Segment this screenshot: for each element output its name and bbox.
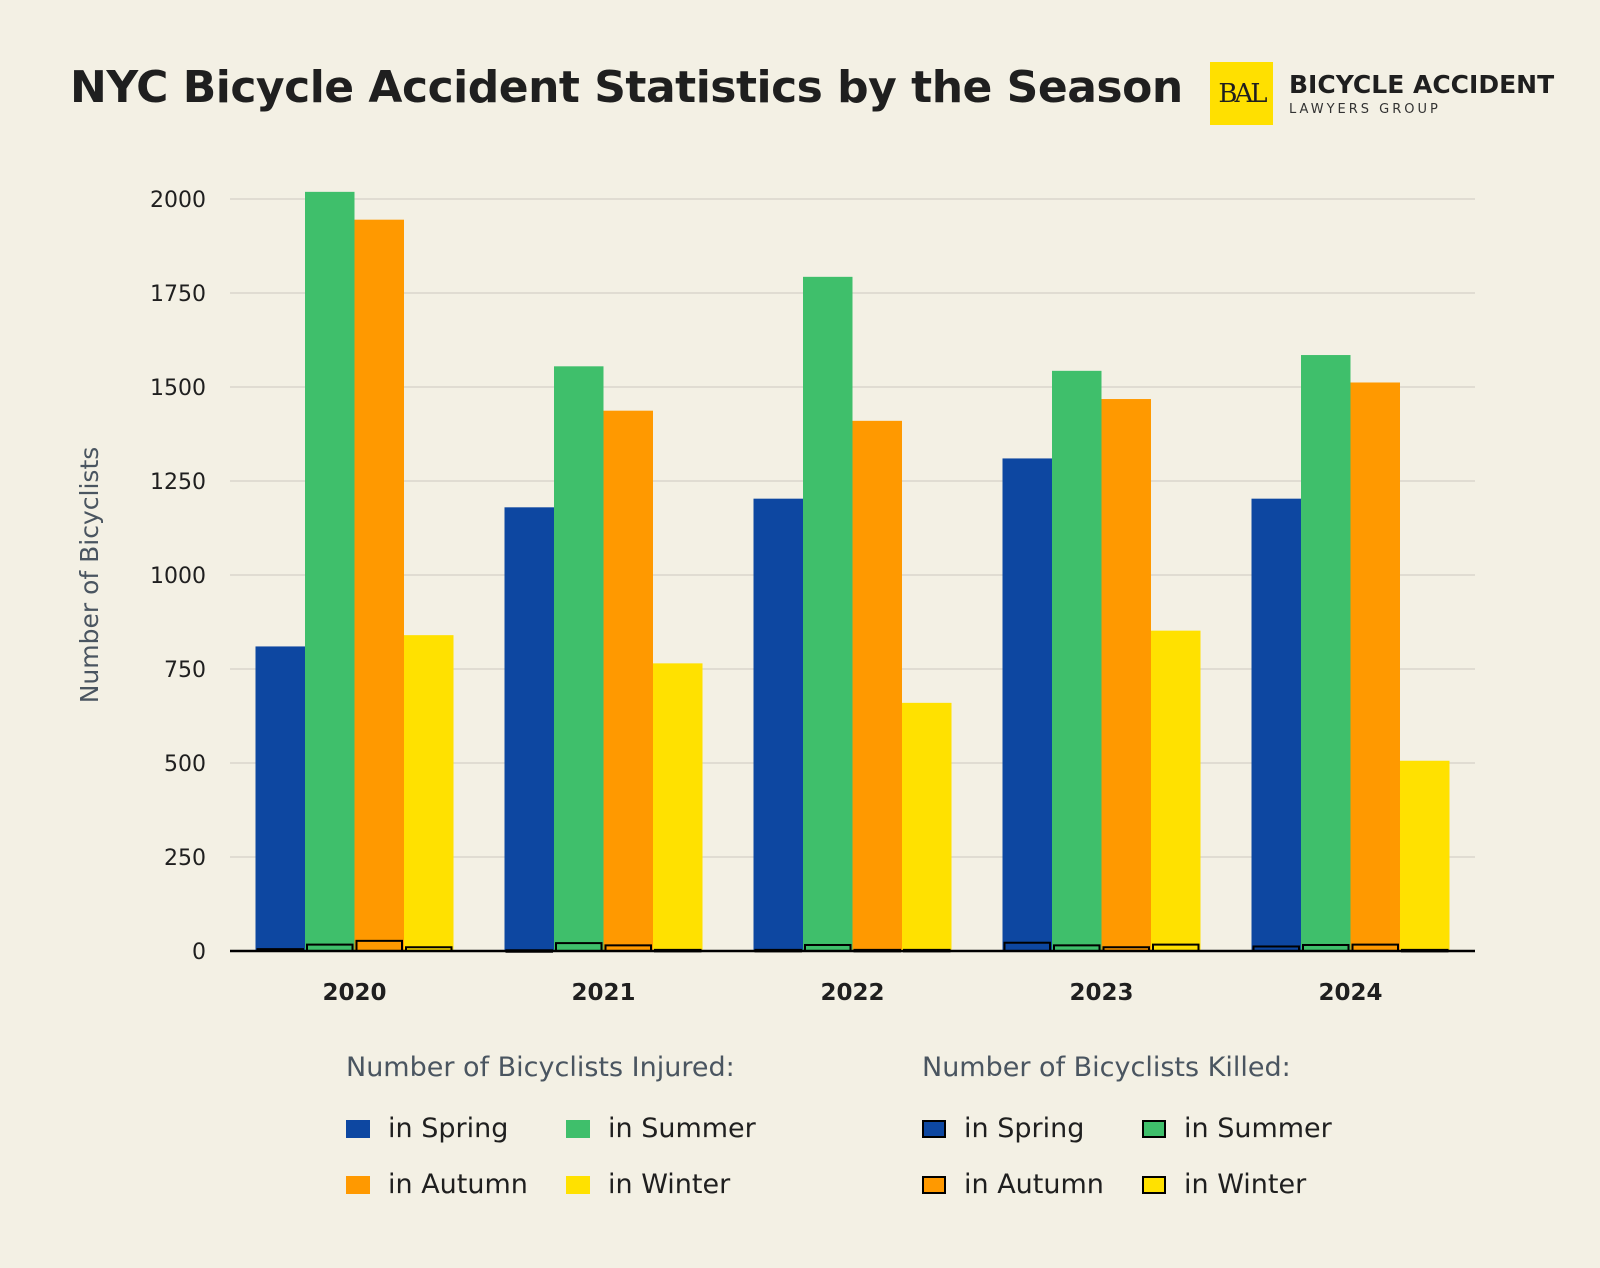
- legend-item: in Autumn: [922, 1169, 1104, 1200]
- chart-title: NYC Bicycle Accident Statistics by the S…: [70, 62, 1183, 113]
- bar-injured-winter: [1400, 760, 1450, 951]
- y-tick-label: 500: [164, 752, 206, 777]
- x-tick-label: 2020: [322, 980, 386, 1006]
- logo-line1: BICYCLE ACCIDENT: [1289, 69, 1555, 99]
- bar-injured-autumn: [852, 420, 902, 952]
- legend-swatch: [1142, 1119, 1166, 1138]
- legend-swatch: [922, 1175, 946, 1194]
- bar-injured-autumn: [603, 410, 653, 951]
- bar-injured-spring: [1002, 458, 1052, 951]
- legend-item: in Winter: [1142, 1169, 1306, 1200]
- legend-item: in Summer: [566, 1113, 756, 1144]
- bar-injured-spring: [1251, 498, 1301, 951]
- legend-item: in Autumn: [346, 1169, 528, 1200]
- legend-label: in Spring: [388, 1113, 509, 1144]
- legend-swatch: [346, 1175, 370, 1194]
- legend-item: in Spring: [922, 1113, 1084, 1144]
- legend-label: in Summer: [1184, 1113, 1332, 1144]
- bar-injured-summer: [1301, 355, 1351, 951]
- y-tick-label: 750: [164, 658, 206, 683]
- logo-mark: BAL: [1210, 62, 1273, 125]
- bar-injured-winter: [902, 702, 952, 951]
- bar-injured-winter: [1151, 630, 1201, 951]
- y-tick-label: 1500: [150, 376, 206, 401]
- y-tick-label: 250: [164, 846, 206, 871]
- y-tick-label: 1000: [150, 564, 206, 589]
- logo: BAL BICYCLE ACCIDENT LAWYERS GROUP: [1210, 62, 1554, 125]
- y-tick-label: 0: [192, 940, 206, 965]
- bar-injured-autumn: [1101, 399, 1151, 952]
- bar-injured-summer: [305, 191, 355, 951]
- legend-label: in Winter: [1184, 1169, 1307, 1200]
- legend-swatch: [1142, 1175, 1166, 1194]
- bar-injured-autumn: [354, 219, 404, 951]
- legend-item: in Spring: [346, 1113, 508, 1144]
- legend-swatch: [922, 1119, 946, 1138]
- y-tick-label: 2000: [150, 188, 206, 213]
- y-axis-label: Number of Bicyclists: [75, 447, 104, 704]
- x-tick-label: 2021: [571, 980, 635, 1006]
- legend-swatch: [346, 1119, 370, 1138]
- legend-item: in Winter: [566, 1169, 730, 1200]
- legend-item: in Summer: [1142, 1113, 1332, 1144]
- legend-label: in Autumn: [388, 1169, 528, 1200]
- legend-swatch: [566, 1175, 590, 1194]
- bar-injured-spring: [504, 507, 554, 951]
- bar-injured-summer: [803, 276, 853, 951]
- legend-heading-injured: Number of Bicyclists Injured:: [346, 1052, 735, 1083]
- bar-injured-spring: [753, 498, 803, 951]
- legend-heading-killed: Number of Bicyclists Killed:: [922, 1052, 1291, 1083]
- legend-swatch: [566, 1119, 590, 1138]
- x-tick-label: 2024: [1318, 980, 1382, 1006]
- logo-line2: LAWYERS GROUP: [1289, 101, 1441, 117]
- y-tick-label: 1250: [150, 470, 206, 495]
- legend-label: in Winter: [608, 1169, 731, 1200]
- y-tick-label: 1750: [150, 282, 206, 307]
- bar-injured-summer: [554, 366, 604, 951]
- bar-injured-autumn: [1350, 382, 1400, 951]
- x-tick-label: 2022: [820, 980, 884, 1006]
- x-tick-label: 2023: [1069, 980, 1133, 1006]
- bar-injured-winter: [653, 663, 703, 951]
- legend-label: in Spring: [964, 1113, 1085, 1144]
- bar-injured-winter: [404, 635, 454, 951]
- legend-label: in Autumn: [964, 1169, 1104, 1200]
- bar-killed-autumn: [355, 939, 403, 953]
- legend-label: in Summer: [608, 1113, 756, 1144]
- bar-injured-summer: [1052, 370, 1102, 951]
- bar-injured-spring: [255, 646, 305, 951]
